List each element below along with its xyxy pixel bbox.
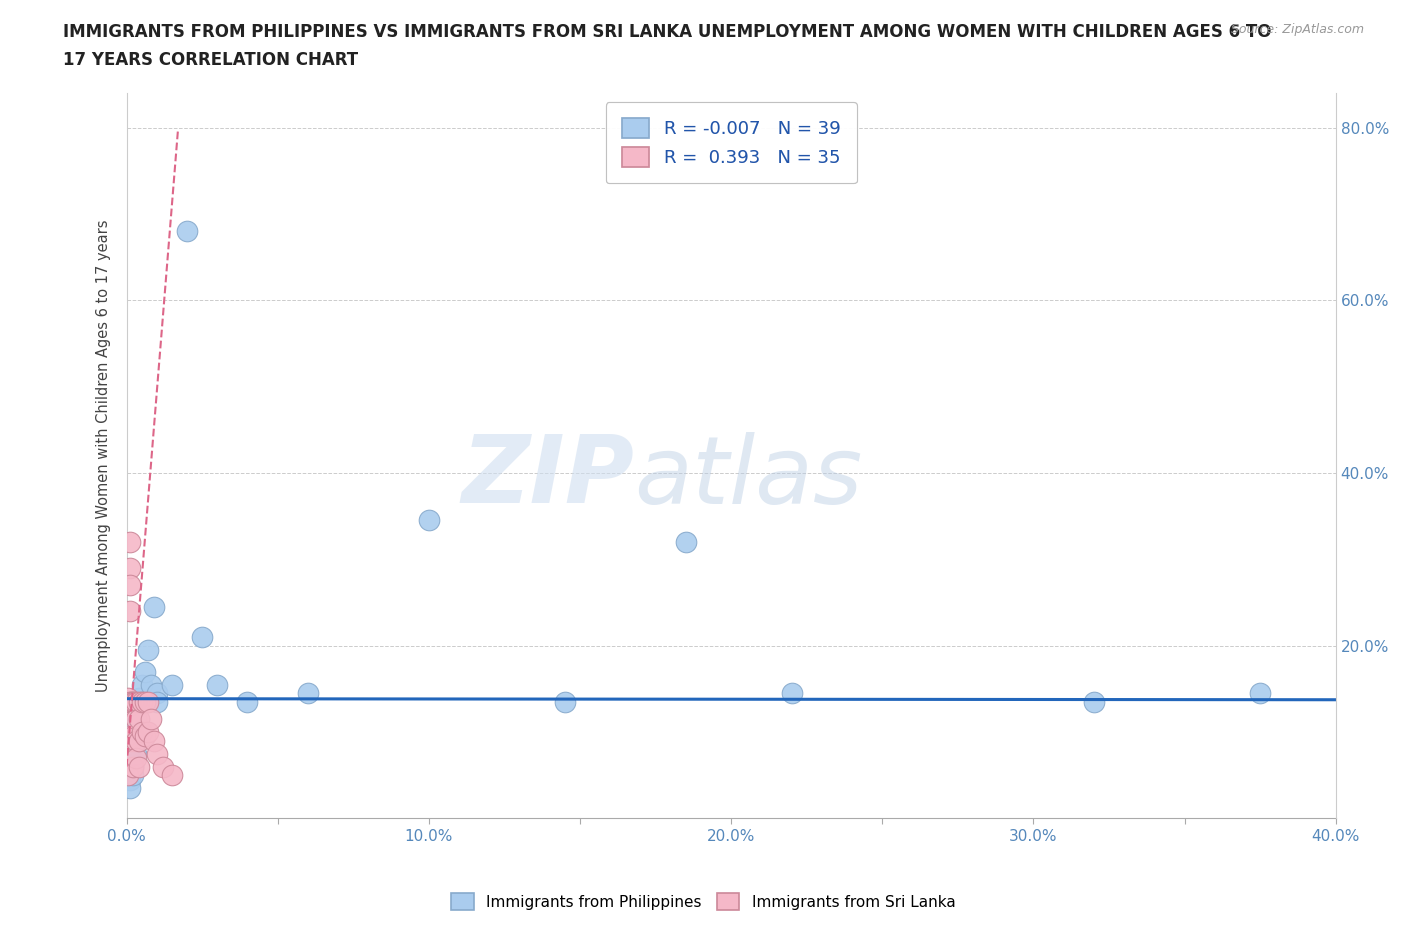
Y-axis label: Unemployment Among Women with Children Ages 6 to 17 years: Unemployment Among Women with Children A… (96, 219, 111, 692)
Legend: Immigrants from Philippines, Immigrants from Sri Lanka: Immigrants from Philippines, Immigrants … (443, 885, 963, 918)
Text: 17 YEARS CORRELATION CHART: 17 YEARS CORRELATION CHART (63, 51, 359, 69)
Point (128, 733, 150, 748)
Point (118, 781, 141, 796)
Point (554, 695, 576, 710)
Point (121, 695, 143, 710)
Point (134, 664, 156, 679)
Point (128, 695, 150, 710)
Point (139, 677, 162, 692)
Point (124, 746, 146, 761)
Point (124, 751, 146, 765)
Point (117, 768, 139, 783)
Point (146, 695, 169, 710)
Point (121, 737, 143, 752)
Text: ZIP: ZIP (461, 432, 634, 524)
Point (124, 708, 146, 723)
Point (118, 746, 141, 761)
Point (118, 698, 141, 713)
Point (118, 772, 141, 787)
Point (780, 685, 803, 700)
Point (128, 711, 150, 726)
Point (118, 604, 141, 618)
Point (124, 733, 146, 748)
Point (118, 711, 141, 726)
Point (120, 733, 142, 748)
Point (121, 729, 143, 744)
Text: atlas: atlas (634, 432, 863, 523)
Point (418, 513, 440, 528)
Point (118, 695, 141, 710)
Point (121, 751, 143, 765)
Point (152, 759, 174, 774)
Point (118, 764, 141, 778)
Legend: R = -0.007   N = 39, R =  0.393   N = 35: R = -0.007 N = 39, R = 0.393 N = 35 (606, 102, 856, 183)
Point (122, 695, 145, 710)
Point (297, 685, 319, 700)
Point (124, 733, 146, 748)
Point (118, 578, 141, 592)
Point (136, 695, 159, 710)
Point (160, 677, 183, 692)
Point (121, 698, 143, 713)
Point (120, 695, 142, 710)
Point (124, 695, 146, 710)
Point (118, 535, 141, 550)
Point (124, 711, 146, 726)
Point (236, 695, 259, 710)
Point (1083, 695, 1105, 710)
Point (117, 695, 139, 710)
Point (1249, 685, 1271, 700)
Point (117, 729, 139, 744)
Point (118, 695, 141, 710)
Point (146, 746, 169, 761)
Point (121, 724, 143, 739)
Point (142, 600, 165, 615)
Point (160, 768, 183, 783)
Point (128, 690, 150, 705)
Point (139, 711, 162, 726)
Point (146, 685, 169, 700)
Point (191, 630, 214, 644)
Point (131, 724, 153, 739)
Point (121, 759, 143, 774)
Text: Source: ZipAtlas.com: Source: ZipAtlas.com (1230, 23, 1364, 36)
Point (128, 724, 150, 739)
Point (117, 690, 139, 705)
Point (118, 729, 141, 744)
Point (134, 695, 156, 710)
Text: IMMIGRANTS FROM PHILIPPINES VS IMMIGRANTS FROM SRI LANKA UNEMPLOYMENT AMONG WOME: IMMIGRANTS FROM PHILIPPINES VS IMMIGRANT… (63, 23, 1272, 41)
Point (136, 724, 159, 739)
Point (131, 695, 153, 710)
Point (131, 695, 153, 710)
Point (675, 535, 697, 550)
Point (118, 561, 141, 576)
Point (142, 733, 165, 748)
Point (121, 759, 143, 774)
Point (121, 768, 143, 783)
Point (136, 643, 159, 658)
Point (176, 224, 198, 239)
Point (205, 677, 228, 692)
Point (118, 755, 141, 770)
Point (134, 729, 156, 744)
Point (128, 759, 150, 774)
Point (131, 677, 153, 692)
